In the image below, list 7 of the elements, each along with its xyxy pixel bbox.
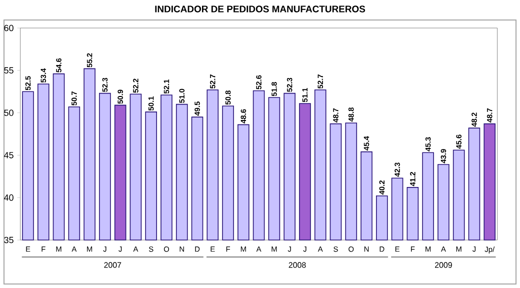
y-tick-label: 60 xyxy=(4,24,14,32)
y-tick-label: 35 xyxy=(4,236,14,244)
y-tick-label: 50 xyxy=(4,110,14,116)
y-tick-label: 40 xyxy=(4,194,14,201)
y-tick-label: 55 xyxy=(4,67,14,74)
chart-title: INDICADOR DE PEDIDOS MANUFACTUREROS xyxy=(155,6,366,12)
y-tick-label: 45 xyxy=(4,152,14,158)
